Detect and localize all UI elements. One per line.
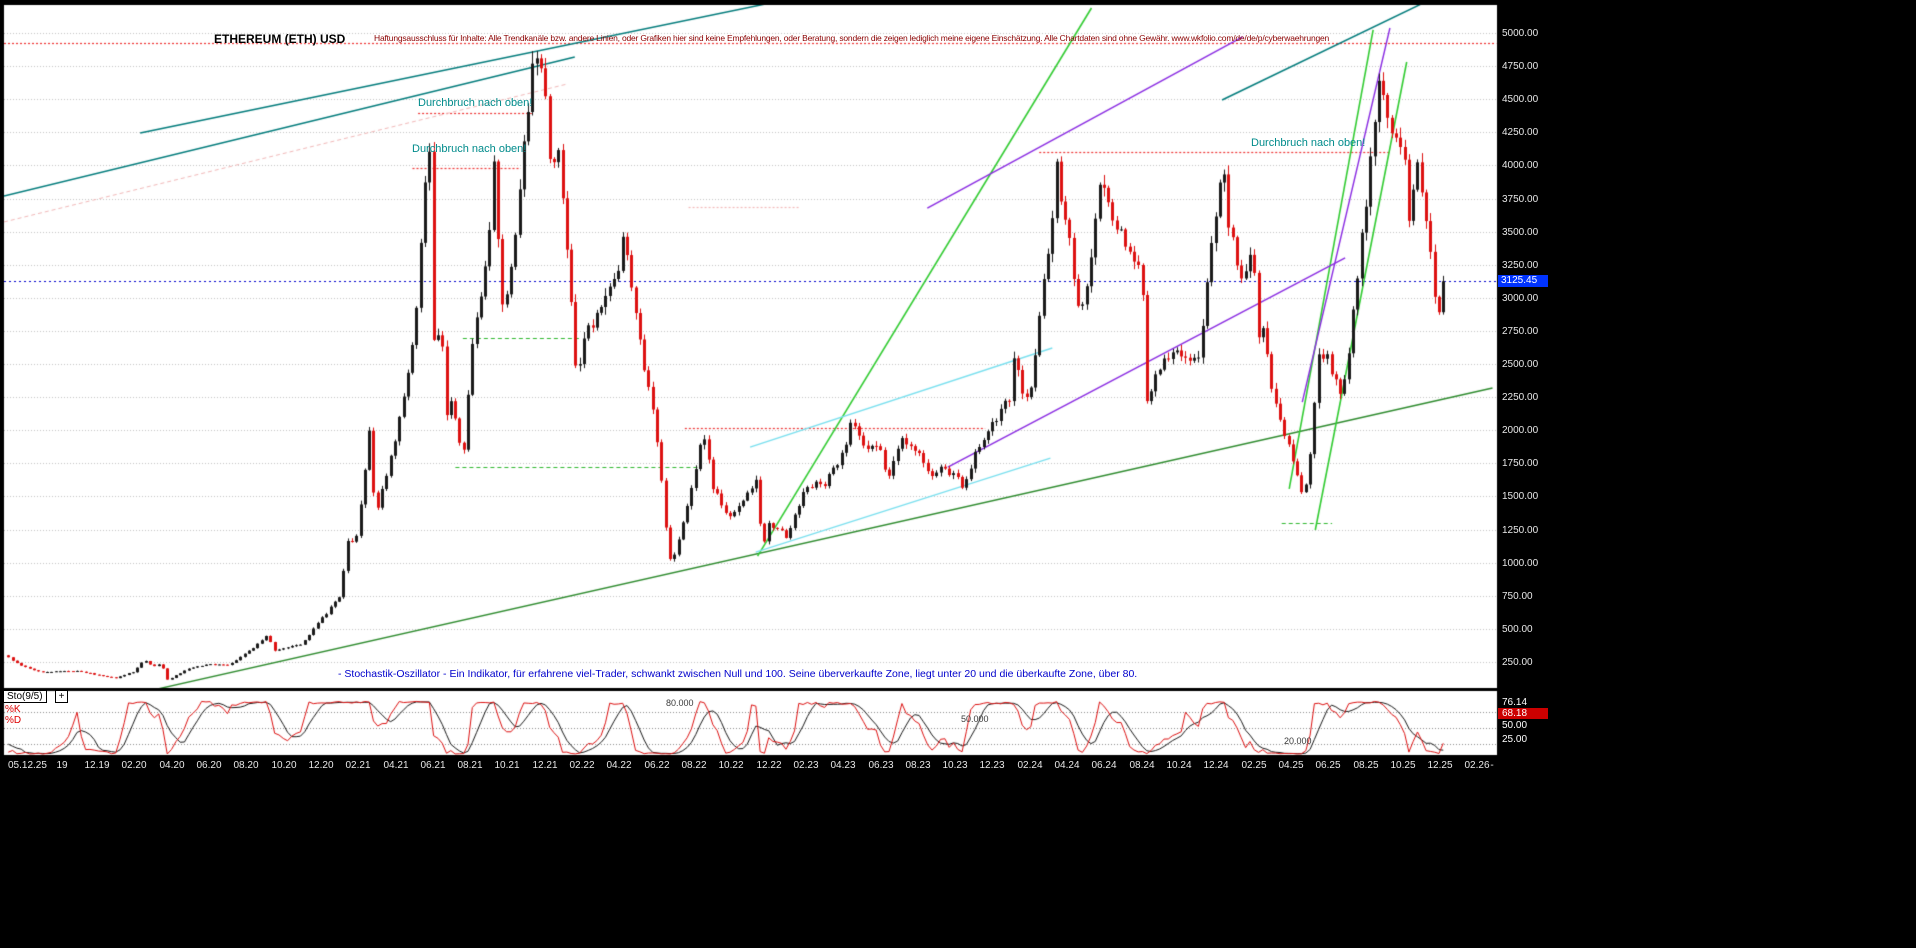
oscillator-readout: 76.14 — [1498, 697, 1548, 708]
date-axis-label: 06.23 — [868, 760, 894, 771]
price-axis-label: 3000.00 — [1502, 292, 1539, 304]
date-axis-label: 06.25 — [1315, 760, 1341, 771]
current-price-tag: 3125.45 — [1498, 275, 1548, 287]
date-axis-label: 10.23 — [942, 760, 968, 771]
date-axis-label: 08.20 — [233, 760, 259, 771]
date-axis-label: 05.12.25 — [8, 760, 47, 771]
price-axis-label: 500.00 — [1502, 623, 1533, 635]
date-axis-label: 04.20 — [159, 760, 185, 771]
date-axis-label: 06.22 — [644, 760, 670, 771]
date-axis-label: 02.20 — [121, 760, 147, 771]
oscillator-readout: 68.18 — [1498, 708, 1548, 719]
disclaimer-text: Haftungsausschluss für Inhalte: Alle Tre… — [374, 33, 1330, 43]
date-axis-label: 19 — [56, 760, 68, 771]
breakout-annotation: Durchbruch nach oben! — [1251, 137, 1366, 149]
date-axis-label: 04.21 — [383, 760, 409, 771]
date-axis-label: 04.24 — [1054, 760, 1080, 771]
date-axis-label: 10.25 — [1390, 760, 1416, 771]
oscillator-level-label: 50.000 — [961, 714, 989, 724]
price-axis-label: 1750.00 — [1502, 458, 1539, 470]
price-axis-label: 3250.00 — [1502, 259, 1539, 271]
price-axis-label: 1250.00 — [1502, 524, 1539, 536]
price-axis-label: 1500.00 — [1502, 491, 1539, 503]
price-axis-label: 4750.00 — [1502, 61, 1539, 73]
oscillator-level-label: 20.000 — [1284, 736, 1312, 746]
date-axis-label: - — [1490, 760, 1494, 771]
date-axis-label: 08.21 — [457, 760, 483, 771]
price-axis-label: 5000.00 — [1502, 28, 1539, 39]
price-axis-label: 2500.00 — [1502, 359, 1539, 371]
price-axis-label: 250.00 — [1502, 657, 1533, 668]
date-axis-label: 12.20 — [308, 760, 334, 771]
price-axis-label: 2250.00 — [1502, 392, 1539, 404]
price-axis-label: 3750.00 — [1502, 193, 1539, 205]
date-axis-label: 12.21 — [532, 760, 558, 771]
oscillator-level-label: 80.000 — [666, 698, 694, 708]
date-axis-label: 02.21 — [345, 760, 371, 771]
percent-k-label: %K — [5, 704, 21, 715]
price-axis-label: 1000.00 — [1502, 557, 1539, 569]
date-axis-label: 04.22 — [606, 760, 632, 771]
date-axis-label: 08.24 — [1129, 760, 1155, 771]
oscillator-readout: 50.00 — [1498, 720, 1548, 731]
date-axis-label: 08.25 — [1353, 760, 1379, 771]
date-axis-label: 10.21 — [494, 760, 520, 771]
date-axis-label: 10.24 — [1166, 760, 1192, 771]
date-axis-label: 02.26 — [1464, 760, 1490, 771]
breakout-annotation: Durchbruch nach oben! — [418, 97, 533, 109]
percent-d-label: %D — [5, 715, 22, 726]
date-axis-label: 08.22 — [681, 760, 707, 771]
date-axis-label: 06.24 — [1091, 760, 1117, 771]
date-axis-label: 12.25 — [1427, 760, 1453, 771]
chart-title: ETHEREUM (ETH) USD — [214, 32, 346, 46]
price-axis-label: 750.00 — [1502, 590, 1533, 602]
date-axis-label: 06.20 — [196, 760, 222, 771]
date-axis-label: 12.19 — [84, 760, 110, 771]
date-axis-label: 10.22 — [718, 760, 744, 771]
price-axis-label: 3500.00 — [1502, 226, 1539, 238]
price-axis-label: 2000.00 — [1502, 425, 1539, 437]
stochastic-description: - Stochastik-Oszillator - Ein Indikator,… — [338, 668, 1138, 680]
indicator-add-button[interactable]: + — [55, 690, 68, 703]
date-axis-label: 02.24 — [1017, 760, 1043, 771]
price-axis-label: 4250.00 — [1502, 127, 1539, 139]
date-axis-label: 02.22 — [569, 760, 595, 771]
price-axis-label: 4000.00 — [1502, 160, 1539, 172]
date-axis-label: 04.23 — [830, 760, 856, 771]
date-axis-label: 12.22 — [756, 760, 782, 771]
breakout-annotation: Durchbruch nach oben! — [412, 143, 527, 155]
date-axis-label: 10.20 — [271, 760, 297, 771]
date-axis-label: 04.25 — [1278, 760, 1304, 771]
date-axis-label: 06.21 — [420, 760, 446, 771]
price-axis-label: 4500.00 — [1502, 94, 1539, 106]
indicator-label: Sto(9/5) — [3, 690, 47, 703]
price-axis-label: 2750.00 — [1502, 325, 1539, 337]
date-axis-label: 12.23 — [979, 760, 1005, 771]
date-axis-label: 02.23 — [793, 760, 819, 771]
date-axis-label: 08.23 — [905, 760, 931, 771]
date-axis-label: 02.25 — [1241, 760, 1267, 771]
date-axis-label: 12.24 — [1203, 760, 1229, 771]
oscillator-readout: 25.00 — [1498, 734, 1548, 745]
